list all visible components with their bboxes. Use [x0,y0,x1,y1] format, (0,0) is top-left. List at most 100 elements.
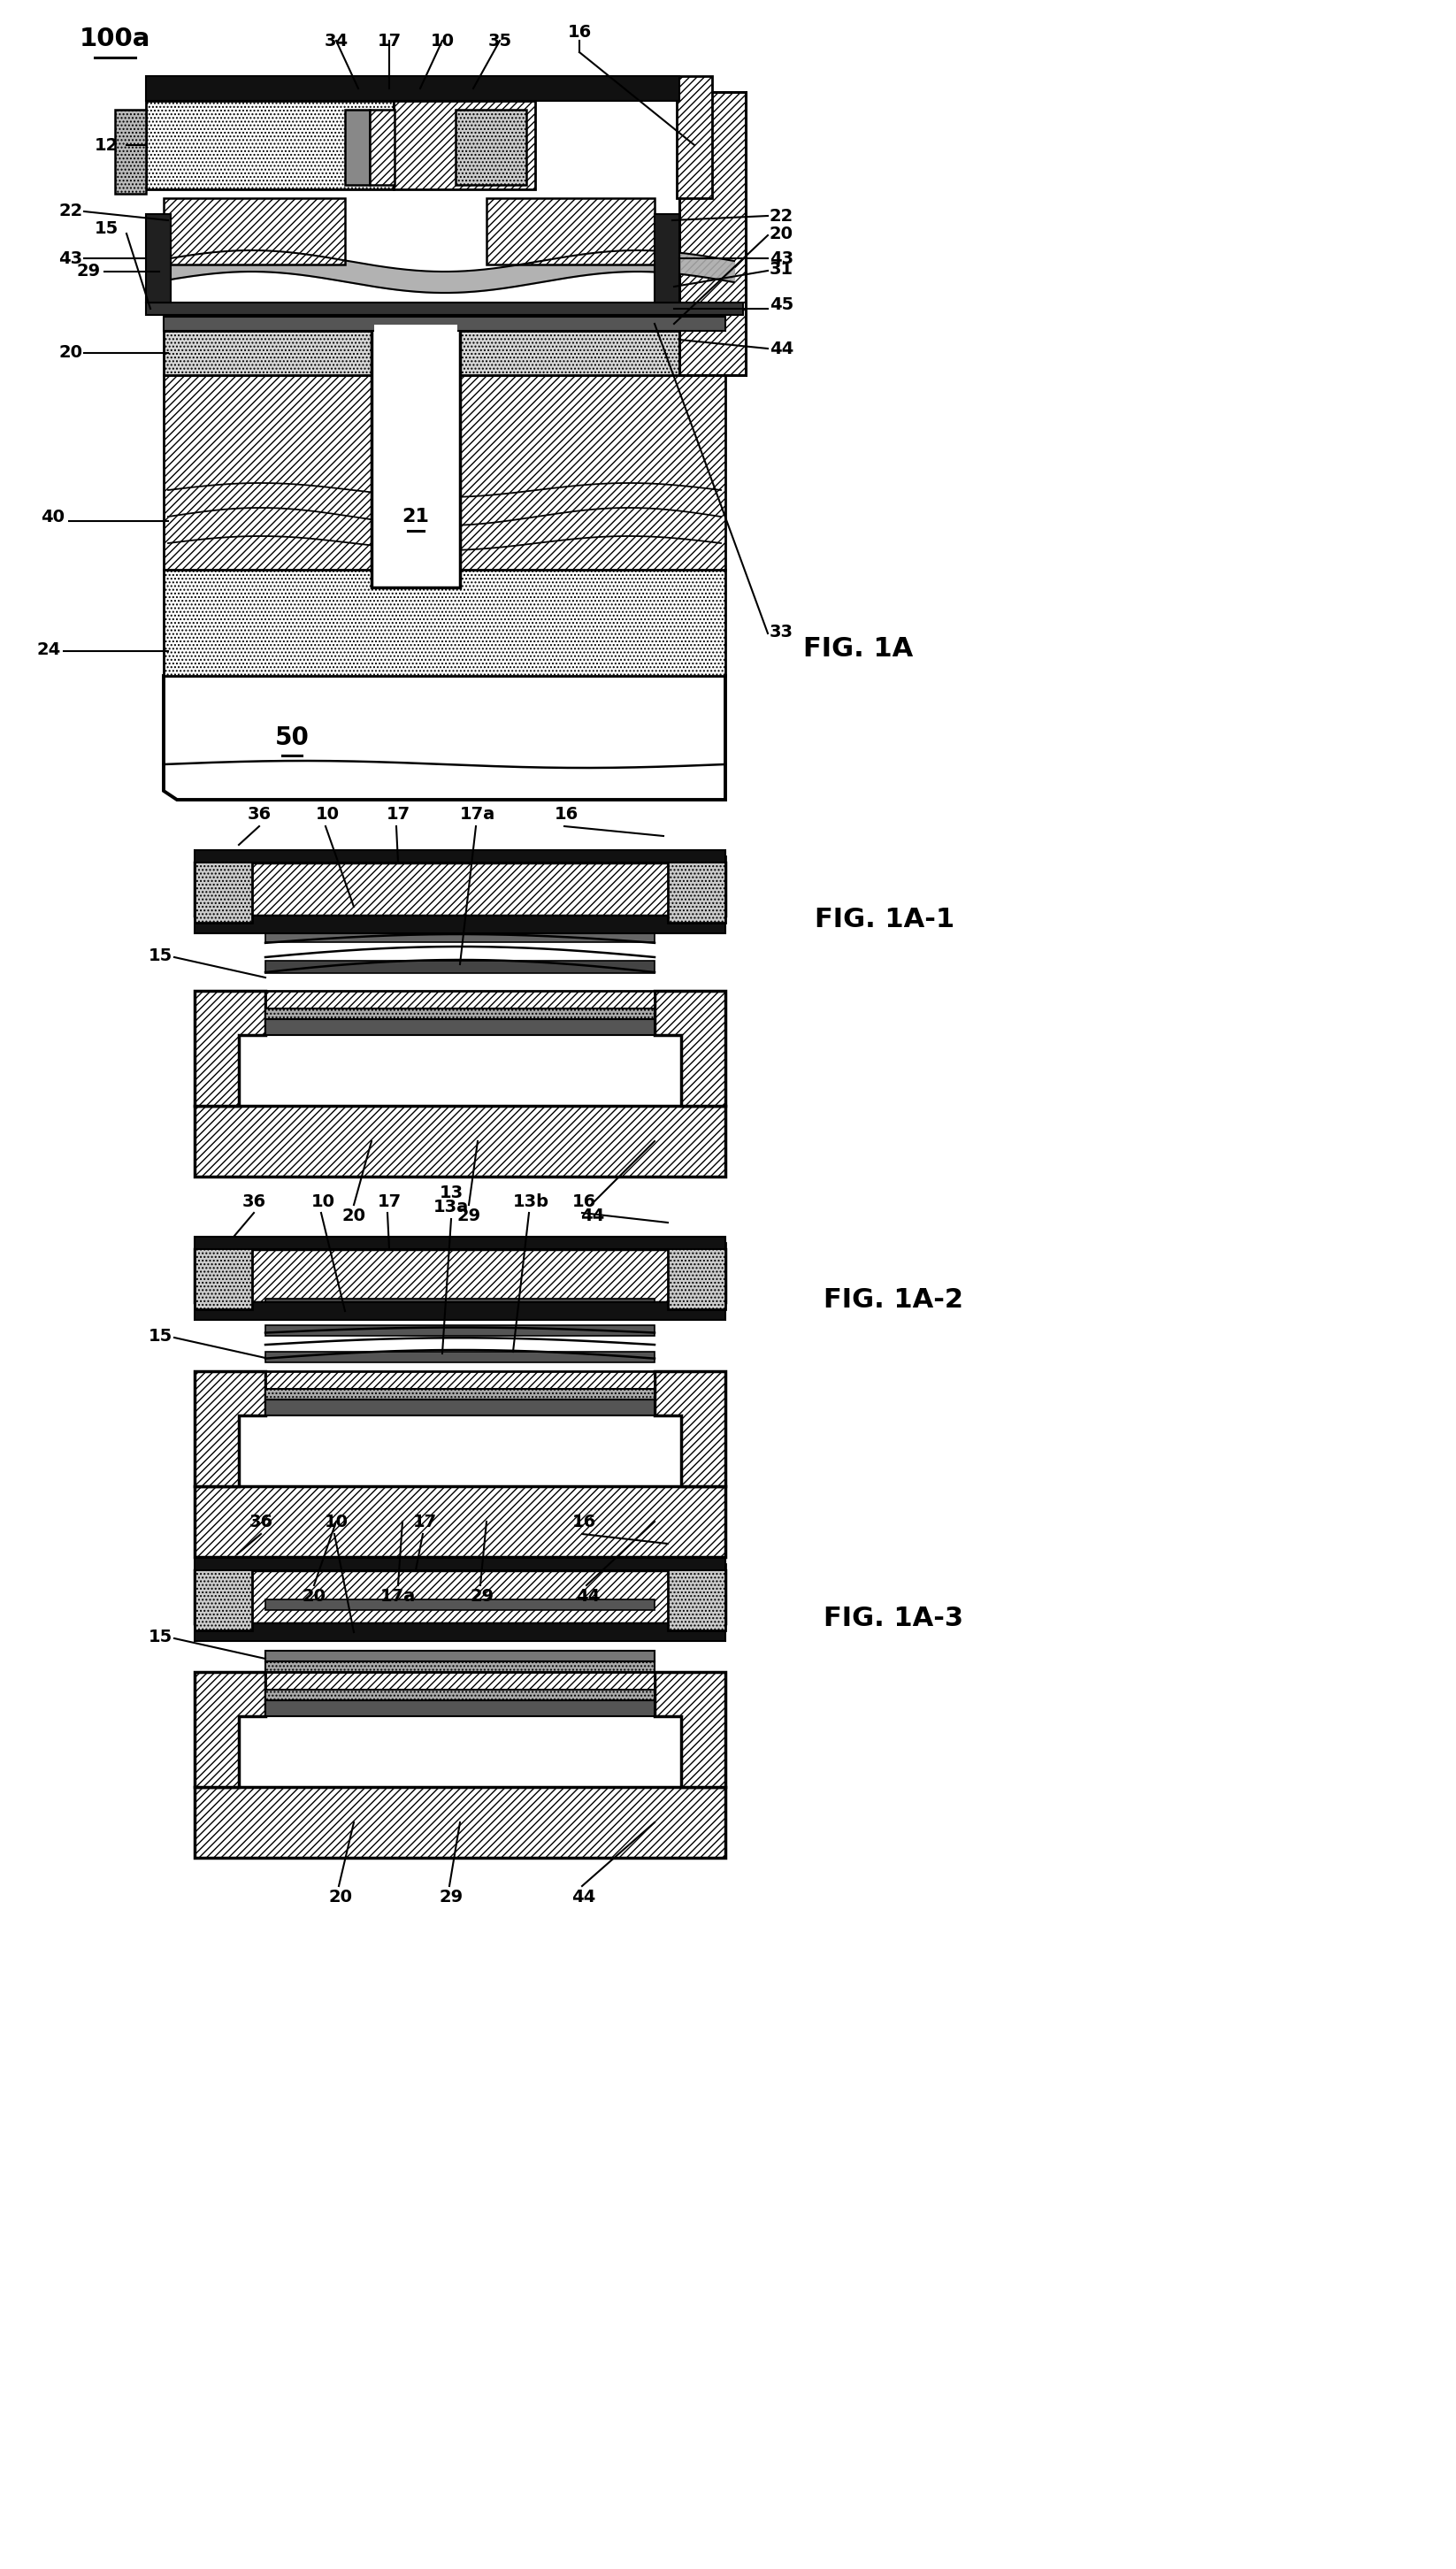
Polygon shape [486,198,655,265]
Text: 31: 31 [770,259,794,277]
Text: 15: 15 [149,948,172,963]
Text: 50: 50 [275,724,309,750]
Text: 16: 16 [555,807,578,822]
Polygon shape [655,992,725,1105]
Text: 36: 36 [242,1192,266,1210]
Text: 35: 35 [488,33,511,49]
Text: 15: 15 [95,221,118,236]
Text: 17: 17 [386,807,411,822]
Bar [668,1243,725,1310]
Bar [146,213,170,303]
Text: 36: 36 [248,807,271,822]
Bar [195,850,725,863]
Bar [195,1243,252,1310]
Text: 17: 17 [412,1513,437,1531]
Text: 44: 44 [577,1588,600,1606]
Text: 29: 29 [440,1888,463,1906]
Text: 15: 15 [149,1328,172,1344]
Text: 13b: 13b [513,1192,549,1210]
Bar [195,1557,725,1570]
Text: 29: 29 [77,262,100,280]
Text: FIG. 1A-1: FIG. 1A-1 [815,907,955,933]
Bar [146,100,393,190]
Bar [680,92,745,375]
Text: 20: 20 [329,1888,352,1906]
Bar [265,1326,655,1336]
Bar [265,1690,655,1701]
Bar [195,855,252,922]
Text: 100a: 100a [80,26,150,51]
Bar [265,1020,655,1035]
Bar [265,1662,655,1672]
Text: FIG. 1A-3: FIG. 1A-3 [824,1606,964,1631]
Polygon shape [195,1372,265,1487]
Text: 20: 20 [770,226,794,241]
Text: 29: 29 [457,1207,480,1225]
Text: 36: 36 [249,1513,272,1531]
Text: 10: 10 [316,807,339,822]
Bar [195,1105,725,1177]
Bar [163,316,725,331]
Bar [265,1390,655,1400]
Polygon shape [655,1372,725,1487]
Text: 29: 29 [470,1588,494,1606]
Text: 34: 34 [325,33,348,49]
Text: 22: 22 [770,208,794,224]
Text: 17a: 17a [380,1588,416,1606]
Bar [146,77,680,100]
Text: FIG. 1A: FIG. 1A [804,637,913,663]
Bar [456,110,526,185]
Text: 45: 45 [770,295,794,313]
Bar [370,110,395,185]
Text: 22: 22 [58,203,83,221]
Text: 44: 44 [572,1888,596,1906]
Text: 16: 16 [572,1513,596,1531]
Bar [195,1302,725,1320]
Text: 17: 17 [377,33,402,49]
Bar [115,110,146,193]
Bar [195,1487,725,1557]
Bar [265,1351,655,1362]
Bar [265,1010,655,1020]
Text: 20: 20 [342,1207,365,1225]
Bar [668,855,725,922]
Text: 16: 16 [572,1192,596,1210]
Bar [265,961,655,974]
Bar [265,1652,655,1662]
Bar [265,1400,655,1416]
Bar [146,100,393,190]
Text: 10: 10 [312,1192,335,1210]
Text: 10: 10 [431,33,454,49]
Bar [163,570,725,676]
Bar [195,1624,725,1642]
Bar [195,1570,725,1624]
Text: 16: 16 [568,23,591,41]
Bar [265,1300,655,1310]
Bar [668,1565,725,1631]
Bar [265,1600,655,1611]
Text: 44: 44 [581,1207,604,1225]
Bar [265,1701,655,1716]
Text: 43: 43 [770,249,794,267]
Bar [393,100,536,190]
Text: 17a: 17a [460,807,495,822]
Text: 33: 33 [770,624,794,640]
Text: 12: 12 [95,136,118,154]
Text: 24: 24 [36,640,61,658]
Bar [265,1372,655,1390]
Text: 43: 43 [58,249,83,267]
Text: 17: 17 [377,1192,402,1210]
Bar [655,213,680,303]
Text: 40: 40 [41,509,66,524]
Text: 10: 10 [325,1513,348,1531]
Text: 20: 20 [301,1588,326,1606]
Bar [163,331,725,375]
Bar [163,375,725,570]
Bar [345,110,370,185]
Bar [195,1236,725,1249]
Text: 13: 13 [440,1184,463,1200]
Bar [195,915,725,933]
Bar [265,1672,655,1690]
Text: 20: 20 [58,344,83,362]
Polygon shape [163,676,725,799]
